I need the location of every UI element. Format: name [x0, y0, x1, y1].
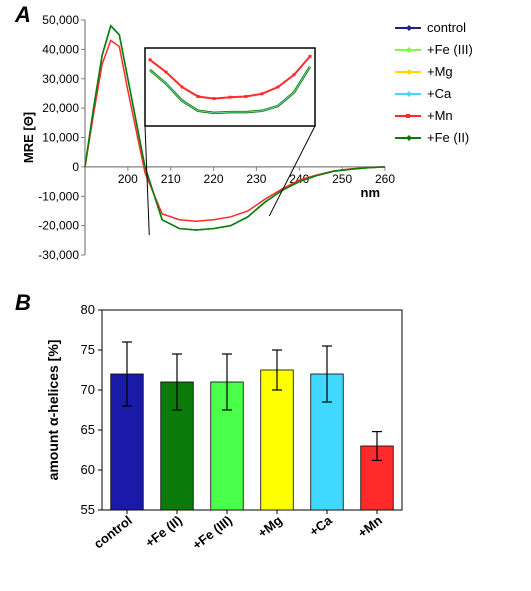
svg-text:+Ca: +Ca — [307, 512, 336, 539]
svg-text:control: control — [91, 513, 135, 552]
svg-text:20,000: 20,000 — [42, 101, 79, 115]
svg-text:50,000: 50,000 — [42, 13, 79, 27]
svg-text:10,000: 10,000 — [42, 131, 79, 145]
panel-b-label: B — [15, 290, 31, 316]
svg-text:+Fe (III): +Fe (III) — [189, 513, 234, 553]
svg-text:230: 230 — [246, 172, 266, 186]
svg-text:80: 80 — [81, 302, 95, 317]
svg-text:-10,000: -10,000 — [38, 189, 79, 203]
svg-text:220: 220 — [204, 172, 224, 186]
svg-text:55: 55 — [81, 502, 95, 517]
svg-text:amount α-helices [%]: amount α-helices [%] — [45, 340, 61, 481]
svg-text:40,000: 40,000 — [42, 42, 79, 56]
svg-text:60: 60 — [81, 462, 95, 477]
svg-text:+Fe (III): +Fe (III) — [427, 42, 473, 57]
svg-text:+Ca: +Ca — [427, 86, 452, 101]
svg-text:+Mg: +Mg — [255, 513, 285, 541]
svg-text:65: 65 — [81, 422, 95, 437]
svg-text:control: control — [427, 20, 466, 35]
svg-text:+Mn: +Mn — [355, 513, 385, 541]
svg-text:70: 70 — [81, 382, 95, 397]
svg-text:MRE [Θ]: MRE [Θ] — [21, 112, 36, 163]
panel-b-chart: 556065707580amount α-helices [%]control+… — [40, 300, 440, 585]
svg-text:75: 75 — [81, 342, 95, 357]
svg-text:nm: nm — [361, 185, 381, 200]
svg-text:+Mn: +Mn — [427, 108, 453, 123]
svg-text:+Fe (II): +Fe (II) — [142, 513, 185, 551]
panel-a-chart: -30,000 -20,000 -10,000 0 10,000 20,000 30,000… — [15, 5, 515, 280]
svg-text:+Mg: +Mg — [427, 64, 453, 79]
svg-text:250: 250 — [332, 172, 352, 186]
svg-text:210: 210 — [161, 172, 181, 186]
svg-text:200: 200 — [118, 172, 138, 186]
svg-text:-20,000: -20,000 — [38, 219, 79, 233]
svg-text:30,000: 30,000 — [42, 72, 79, 86]
svg-text:-30,000: -30,000 — [38, 248, 79, 262]
svg-text:260: 260 — [375, 172, 395, 186]
svg-text:0: 0 — [72, 160, 79, 174]
svg-text:+Fe (II): +Fe (II) — [427, 130, 469, 145]
